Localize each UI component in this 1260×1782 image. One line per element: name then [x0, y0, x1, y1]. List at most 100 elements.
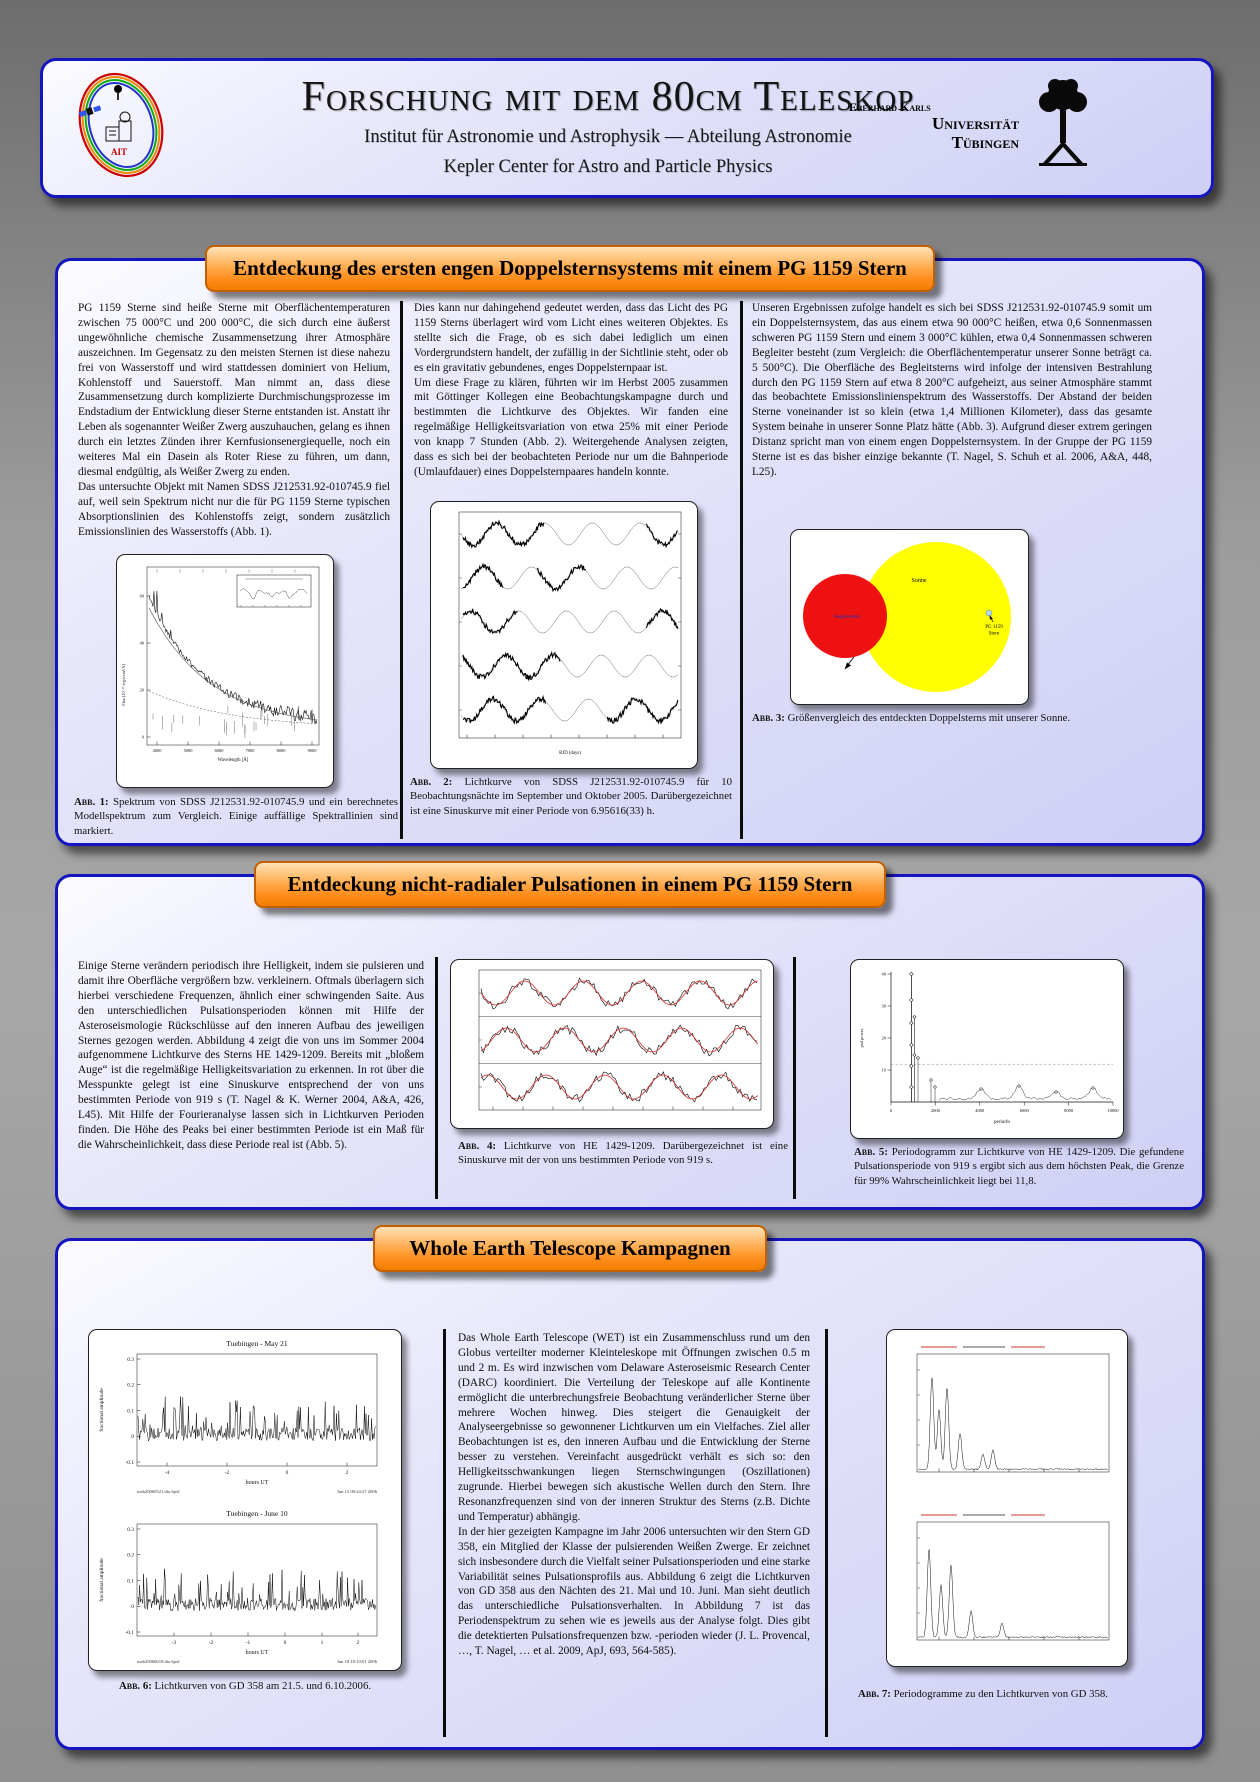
figure-3-size-comparison-plot: Sonne Begleitstern PG 1159 Stern [803, 542, 1011, 692]
figure-shape [525, 650, 561, 682]
orbit-ring-red [78, 72, 164, 178]
data-marker [1054, 1090, 1058, 1094]
figure-shape [536, 564, 587, 593]
section-wet-campaigns: Whole Earth Telescope Kampagnen Tuebinge… [55, 1225, 1205, 1750]
figure-shape [480, 1071, 758, 1103]
tuebingen-tree-logo [1031, 75, 1095, 180]
tree-icon [1039, 79, 1087, 166]
pg1159-label-line1: PG 1159 [985, 625, 1003, 630]
poster-subtitle-1: Institut für Astronomie und Astrophysik … [364, 127, 852, 147]
section-title-pulsations: Entdeckung nicht-radialer Pulsationen in… [254, 861, 886, 908]
figure-shape [480, 980, 758, 1006]
paragraph: Dies kann nur dahingehend gedeutet werde… [414, 302, 728, 374]
figure-text: 0 [131, 1434, 134, 1440]
orbit-rings [78, 72, 164, 178]
caption-text: Spektrum von SDSS J212531.92-010745.9 un… [74, 796, 398, 837]
sun-circle [861, 542, 1011, 692]
section-title-binary-star: Entdeckung des ersten engen Doppelsterns… [205, 245, 935, 292]
figure-4-lightcurve [450, 959, 774, 1129]
column-divider [793, 957, 796, 1199]
data-marker [929, 1078, 933, 1082]
figure-text: 8000 [1064, 1108, 1074, 1113]
pg1159-label-line2: Stern [989, 632, 1000, 637]
caption-text: Lichtkurve von SDSS J212531.92-010745.9 … [410, 776, 732, 817]
section1-column-2: Dies kann nur dahingehend gedeutet werde… [414, 301, 728, 480]
figure-shape [460, 610, 679, 634]
paragraph: PG 1159 Sterne sind heiße Sterne mit Obe… [78, 302, 390, 478]
figure-text: 0.1 [127, 1578, 134, 1584]
figure-2-caption: Abb. 2: Lichtkurve von SDSS J212531.92-0… [410, 775, 732, 818]
figure-4-caption: Abb. 4: Lichtkurve von HE 1429-1209. Dar… [458, 1139, 788, 1168]
figure-text: 2 [346, 1470, 349, 1476]
figure-text: 10 [882, 1068, 887, 1073]
university-name-2: Tübingen [951, 133, 1019, 153]
data-marker [909, 971, 914, 977]
section3-column-2: Das Whole Earth Telescope (WET) ist ein … [458, 1331, 810, 1659]
data-marker [912, 1014, 917, 1020]
figure-shape [148, 590, 318, 724]
figure-text: Wavelength [Å] [218, 757, 249, 763]
pin-stem [117, 93, 119, 100]
figure-shape [137, 1568, 376, 1612]
column-divider [443, 1329, 446, 1737]
observatory-icon [105, 111, 132, 142]
figure-5-periodogram-plot: 0 2000 4000 6000 8000 10000 period/s 10 20 30 40 ps… [859, 971, 1119, 1125]
figure-shape [462, 608, 518, 635]
data-marker [979, 1087, 983, 1091]
figure-text: 40 [882, 972, 887, 977]
figure-shape [917, 1549, 1108, 1639]
figure-text: 0.1 [127, 1408, 134, 1414]
section-pulsations: Entdeckung nicht-radialer Pulsationen in… [55, 861, 1205, 1210]
caption-text: Periodogramme zu den Lichtkurven von GD … [893, 1688, 1108, 1700]
figure-1-spectrum-plot: 4000 5000 6000 7000 8000 9000 Wavelength [Å] 0 2… [121, 566, 320, 763]
data-marker [1091, 1086, 1095, 1090]
figure-text: -3 [172, 1640, 177, 1646]
figure-text: fractional amplitude [98, 1388, 105, 1432]
figure-shape [606, 697, 679, 725]
figure-shape [236, 574, 312, 608]
figure-text: tueb20060521.dio.bjed [137, 1489, 180, 1494]
figure-text: 4000 [975, 1108, 985, 1113]
caption-text: Lichtkurven von GD 358 am 21.5. und 6.10… [154, 1680, 372, 1692]
figure-text: Tuebingen - May 21 [226, 1339, 287, 1348]
figure-shape [938, 1084, 1112, 1101]
figure-shape [645, 523, 678, 549]
pointer-arrow-head [989, 615, 993, 620]
figure-shape [460, 698, 679, 722]
orbit-arrow-head [844, 662, 851, 670]
figure-3-caption: Abb. 3: Größenvergleich des entdeckten D… [752, 711, 1100, 725]
figure-text: BJD (days) [559, 751, 581, 756]
figure-7-caption: Abb. 7: Periodogramme zu den Lichtkurven… [828, 1687, 1138, 1701]
section1-column-3: Unseren Ergebnissen zufolge handelt es s… [752, 301, 1152, 480]
data-marker [1017, 1084, 1021, 1088]
caption-label: Abb. 4: [458, 1140, 497, 1152]
figure-text: 0.3 [127, 1527, 134, 1533]
figure-shape [148, 690, 318, 725]
caption-label: Abb. 3: [752, 712, 785, 724]
figure-text: 8000 [277, 748, 287, 753]
figure-shape [137, 1396, 376, 1442]
figure-text: 40 [140, 641, 145, 646]
caption-label: Abb. 5: [854, 1146, 888, 1158]
figure-shape [462, 651, 532, 680]
companion-circle [803, 574, 887, 658]
paragraph: Einige Sterne verändern periodisch ihre … [78, 960, 424, 1151]
university-name-1: Universität [932, 114, 1019, 134]
column-divider [435, 957, 438, 1199]
figure-shape [460, 566, 679, 590]
figure-text: hours UT [246, 1480, 269, 1486]
figure-shape [645, 607, 679, 629]
figure-text: 2000 [931, 1108, 941, 1113]
figure-2-lightcurve-plot: BJD (days) [458, 511, 682, 756]
caption-label: Abb. 7: [858, 1688, 891, 1700]
figure-text: 0.2 [127, 1383, 134, 1389]
figure-shape [480, 1074, 759, 1100]
column-divider [400, 301, 403, 839]
figure-shape [916, 1353, 1110, 1473]
pg1159-dot [985, 609, 993, 617]
figure-text: 9000 [308, 748, 318, 753]
ait-label: AIT [111, 147, 127, 157]
section-binary-star: Entdeckung des ersten engen Doppelsterns… [55, 245, 1205, 846]
paragraph: Das untersuchte Objekt mit Namen SDSS J2… [78, 480, 390, 538]
figure-text: 2 [357, 1640, 360, 1646]
